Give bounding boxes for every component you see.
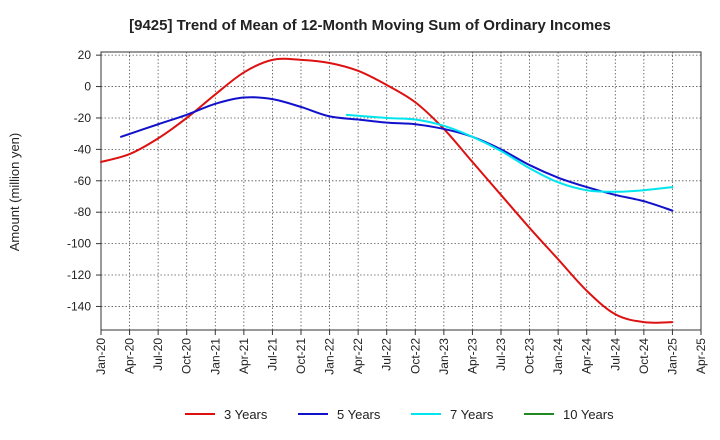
y-axis-label: Amount (million yen) (7, 133, 22, 252)
plot-area-frame (100, 51, 702, 331)
x-tick-label: Apr-22 (351, 338, 365, 374)
x-tick-label: Oct-22 (408, 338, 422, 374)
legend-label: 10 Years (563, 407, 614, 422)
x-tick-label: Oct-23 (523, 338, 537, 374)
series-line-5-years (120, 96, 674, 212)
x-tick-label: Jan-22 (323, 338, 337, 375)
legend-label: 7 Years (450, 407, 494, 422)
x-tick-label: Apr-21 (237, 338, 251, 374)
y-tick-label: -120 (67, 268, 91, 282)
series-lines (100, 57, 674, 324)
y-tick-label: -20 (74, 111, 92, 125)
x-tick-label: Jan-20 (94, 338, 108, 375)
x-tick-label: Jul-21 (265, 338, 279, 371)
x-tick-label: Jan-21 (208, 338, 222, 375)
x-tick-label: Oct-20 (180, 338, 194, 374)
x-tick-label: Jul-22 (380, 338, 394, 371)
x-tick-label: Jan-24 (551, 338, 565, 375)
series-line-7-years (345, 113, 674, 193)
grid (100, 52, 702, 330)
y-tick-label: -140 (67, 299, 91, 313)
y-tick-label: 20 (78, 48, 92, 62)
x-tick-label: Oct-21 (294, 338, 308, 374)
x-tick-label: Jan-23 (437, 338, 451, 375)
x-tick-label: Jul-23 (494, 338, 508, 371)
y-tick-label: -40 (74, 142, 92, 156)
y-tick-label: -60 (74, 174, 92, 188)
x-tick-label: Apr-20 (123, 338, 137, 374)
y-tick-label: -80 (74, 205, 92, 219)
legend-label: 5 Years (337, 407, 381, 422)
chart-title: [9425] Trend of Mean of 12-Month Moving … (129, 17, 611, 34)
legend-label: 3 Years (224, 407, 268, 422)
legend: 3 Years 5 Years 7 Years 10 Years (185, 407, 614, 422)
x-tick-label: Jul-24 (608, 338, 622, 371)
x-tick-label: Apr-24 (580, 338, 594, 374)
axes: 20 0 -20 -40 -60 -80 -100 -120 -140 Jan-20 Apr-20 J… (67, 48, 708, 375)
x-tick-label: Apr-23 (465, 338, 479, 374)
y-tick-label: -100 (67, 237, 91, 251)
y-tick-label: 0 (84, 80, 91, 94)
x-tick-label: Oct-24 (637, 338, 651, 374)
x-tick-label: Jul-20 (151, 338, 165, 371)
x-tick-label: Jan-25 (665, 338, 679, 375)
x-tick-label: Apr-25 (694, 338, 708, 374)
